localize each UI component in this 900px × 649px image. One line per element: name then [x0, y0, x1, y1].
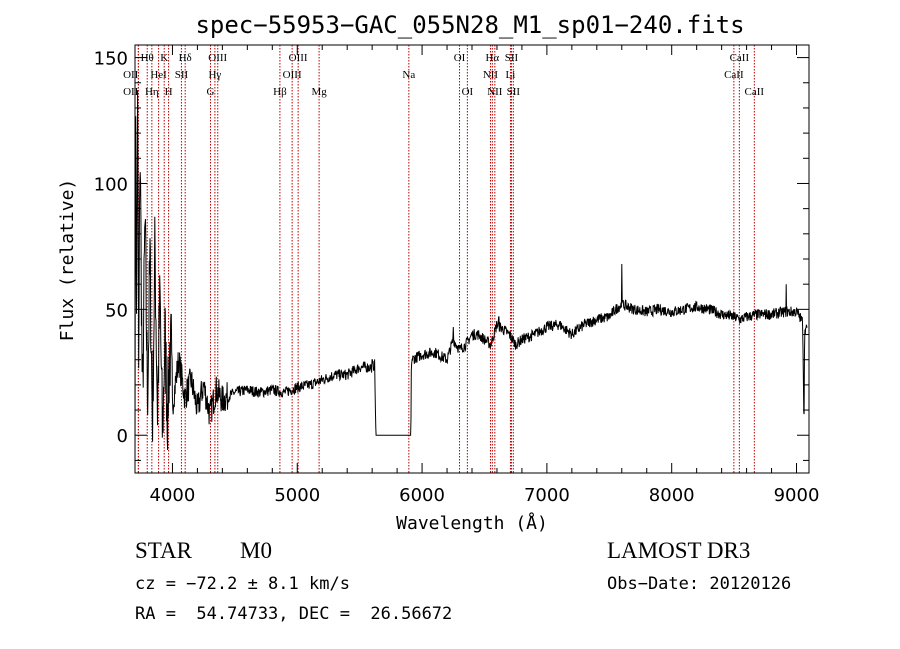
- x-tick-label: 8000: [649, 485, 695, 506]
- line-label-7: SII: [175, 69, 189, 81]
- line-label-18: OI: [462, 86, 474, 98]
- line-label-26: CaII: [730, 52, 750, 64]
- y-tick-label: 0: [117, 426, 128, 447]
- chart-title: spec−55953−GAC_055N28_M1_sp01−240.fits: [195, 11, 744, 39]
- line-label-11: OIII: [208, 52, 227, 64]
- line-label-12: Hβ: [273, 86, 287, 98]
- y-axis-label: Flux (relative): [57, 179, 78, 342]
- spectrum-line: [134, 90, 808, 469]
- y-axis-ticks: 0 50 100 150: [94, 49, 809, 461]
- line-label-15: Mg: [311, 86, 327, 98]
- x-tick-label: 9000: [774, 485, 820, 506]
- plot-frame: [134, 44, 810, 474]
- line-label-2: OII: [123, 69, 139, 81]
- line-label-24: SII: [507, 86, 521, 98]
- y-tick-label: 50: [105, 300, 128, 321]
- line-label-17: OI: [454, 52, 466, 64]
- line-label-14: OIII: [289, 52, 308, 64]
- x-tick-label: 6000: [399, 485, 445, 506]
- line-label-5: K: [160, 52, 168, 64]
- line-label-23: SII: [505, 52, 519, 64]
- x-axis-ticks: 4000 5000 6000 7000 8000 9000: [150, 45, 820, 506]
- line-label-4: HeI: [150, 69, 167, 81]
- survey-name: LAMOST DR3: [607, 538, 751, 563]
- x-tick-label: 4000: [150, 485, 196, 506]
- object-subclass: M0: [240, 538, 272, 563]
- line-label-22: Li: [506, 69, 516, 81]
- line-label-27: CaII: [745, 86, 765, 98]
- line-label-9: G: [207, 86, 215, 98]
- y-tick-label: 150: [94, 49, 128, 70]
- redshift-velocity: cz = −72.2 ± 8.1 km/s: [135, 574, 350, 594]
- spectrum-series: [134, 90, 808, 469]
- line-label-3: Hη: [145, 86, 159, 98]
- line-label-21: NII: [487, 86, 503, 98]
- observation-date: Obs−Date: 20120126: [607, 574, 792, 594]
- y-tick-label: 100: [94, 174, 128, 195]
- line-label-6: H: [165, 86, 173, 98]
- line-label-20: Hα: [485, 52, 499, 64]
- line-label-10: Hγ: [208, 69, 221, 81]
- line-label-13: OIII: [283, 69, 302, 81]
- x-axis-label: Wavelength (Å): [396, 512, 548, 534]
- object-type: STAR: [135, 538, 192, 563]
- x-tick-label: 5000: [274, 485, 320, 506]
- line-label-16: Na: [402, 69, 415, 81]
- line-label-8: Hδ: [179, 52, 192, 64]
- x-tick-label: 7000: [524, 485, 570, 506]
- emission-line-labels: OIIHθOIIHηHeIKHSIIHδGHγOIIIHβOIIIOIIIMgN…: [123, 52, 764, 98]
- line-label-25: CaII: [724, 69, 744, 81]
- emission-line-markers: [137, 45, 755, 473]
- line-label-0: OII: [123, 86, 139, 98]
- line-label-1: Hθ: [141, 52, 154, 64]
- ra-dec-coordinates: RA = 54.74733, DEC = 26.56672: [135, 604, 453, 624]
- line-label-19: NII: [483, 69, 499, 81]
